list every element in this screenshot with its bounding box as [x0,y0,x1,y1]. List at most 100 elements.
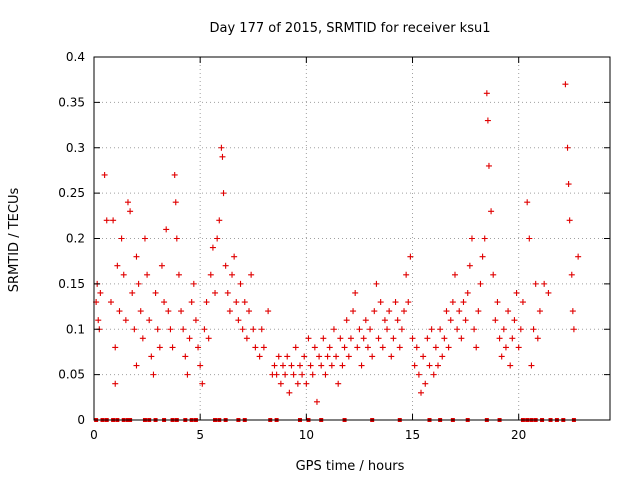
data-point [381,317,388,324]
data-point [369,353,376,360]
data-point [256,353,263,360]
data-point [135,280,142,287]
data-point [375,335,382,342]
data-point [528,362,535,369]
data-point [407,253,414,260]
data-point [505,308,512,315]
x-tick-label: 5 [196,428,204,442]
data-point [218,144,225,151]
data-point [277,380,284,387]
data-point [428,326,435,333]
data-point [220,190,227,197]
data-point [420,353,427,360]
data-point [485,162,492,169]
data-point [294,380,301,387]
data-point [137,308,144,315]
data-point [541,280,548,287]
data-point [484,117,491,124]
data-point [212,289,219,296]
data-point [231,253,238,260]
data-point [350,308,357,315]
data-point [273,371,280,378]
data-point [271,362,278,369]
data-point [401,308,408,315]
data-point [188,299,195,306]
data-points [93,81,582,405]
data-point [545,289,552,296]
data-point [511,317,518,324]
y-tick-label: 0.3 [66,141,85,155]
data-point [464,289,471,296]
data-point [451,271,458,278]
data-point [172,199,179,206]
data-point [388,353,395,360]
data-point [118,235,125,242]
data-point [445,344,452,351]
data-point [519,299,526,306]
data-point [360,335,367,342]
data-point [422,380,429,387]
data-point [216,217,223,224]
x-axis-label: GPS time / hours [296,459,405,474]
data-point [458,335,465,342]
data-point [209,244,216,251]
data-point [133,362,140,369]
data-point [158,262,165,269]
data-point [569,308,576,315]
data-point [163,226,170,233]
data-point [328,362,335,369]
data-point [112,344,119,351]
data-point [488,208,495,215]
data-point [379,344,386,351]
data-point [441,335,448,342]
data-point [197,362,204,369]
data-point [260,344,267,351]
data-point [524,199,531,206]
data-point [415,371,422,378]
data-point [286,389,293,396]
data-point [311,344,318,351]
data-point [536,308,543,315]
data-point [309,371,316,378]
data-point [156,344,163,351]
data-point [534,335,541,342]
y-tick-label: 0.15 [58,277,85,291]
data-point [394,317,401,324]
data-point [439,353,446,360]
data-point [175,271,182,278]
chart-title: Day 177 of 2015, SRMTID for receiver ksu… [210,21,491,36]
data-point [301,353,308,360]
data-point [214,235,221,242]
data-point [165,308,172,315]
data-point [307,362,314,369]
data-point [507,362,514,369]
data-point [296,362,303,369]
data-point [199,380,206,387]
data-point [515,344,522,351]
y-tick-label: 0 [77,413,85,427]
data-point [279,362,286,369]
data-point [566,217,573,224]
data-point [386,308,393,315]
data-point [405,299,412,306]
y-tick-label: 0.25 [58,186,85,200]
data-point [107,299,114,306]
data-point [356,326,363,333]
data-point [568,271,575,278]
data-point [396,344,403,351]
data-point [190,280,197,287]
data-point [466,262,473,269]
data-point [333,353,340,360]
data-point [184,371,191,378]
data-point [513,289,520,296]
data-point [161,299,168,306]
data-point [462,317,469,324]
data-point [496,335,503,342]
data-point [229,271,236,278]
data-point [241,299,248,306]
data-point [265,308,272,315]
data-point [517,326,524,333]
data-point [454,326,461,333]
data-point [305,335,312,342]
